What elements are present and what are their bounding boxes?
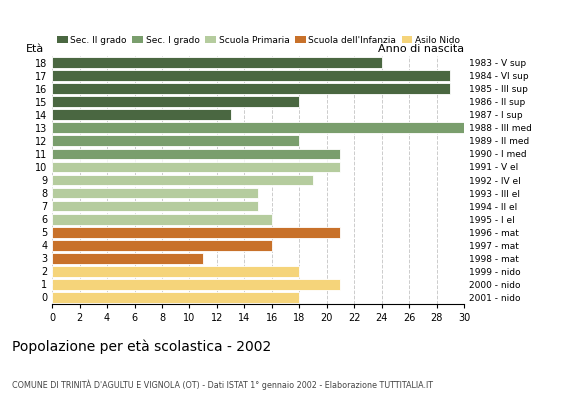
Bar (52, 279, 340, 290)
Legend: Sec. II grado, Sec. I grado, Scuola Primaria, Scuola dell'Infanzia, Asilo Nido: Sec. II grado, Sec. I grado, Scuola Prim… (57, 36, 460, 45)
Bar (52, 57, 382, 68)
Bar (52, 148, 340, 159)
Bar (52, 253, 203, 264)
Bar (52, 227, 340, 238)
Bar (52, 96, 299, 107)
Bar (52, 201, 258, 212)
Bar (52, 122, 464, 133)
Bar (52, 175, 313, 185)
Text: Età: Età (26, 44, 44, 54)
Bar (52, 292, 299, 303)
Bar (52, 136, 299, 146)
Text: COMUNE DI TRINITÀ D'AGULTU E VIGNOLA (OT) - Dati ISTAT 1° gennaio 2002 - Elabora: COMUNE DI TRINITÀ D'AGULTU E VIGNOLA (OT… (12, 380, 433, 390)
Bar (52, 240, 272, 251)
Bar (52, 214, 272, 224)
Bar (52, 188, 258, 198)
Bar (52, 70, 450, 81)
Bar (52, 83, 450, 94)
Bar (52, 109, 231, 120)
Bar (52, 266, 299, 277)
Text: Anno di nascita: Anno di nascita (378, 44, 464, 54)
Text: Popolazione per età scolastica - 2002: Popolazione per età scolastica - 2002 (12, 340, 271, 354)
Bar (52, 162, 340, 172)
